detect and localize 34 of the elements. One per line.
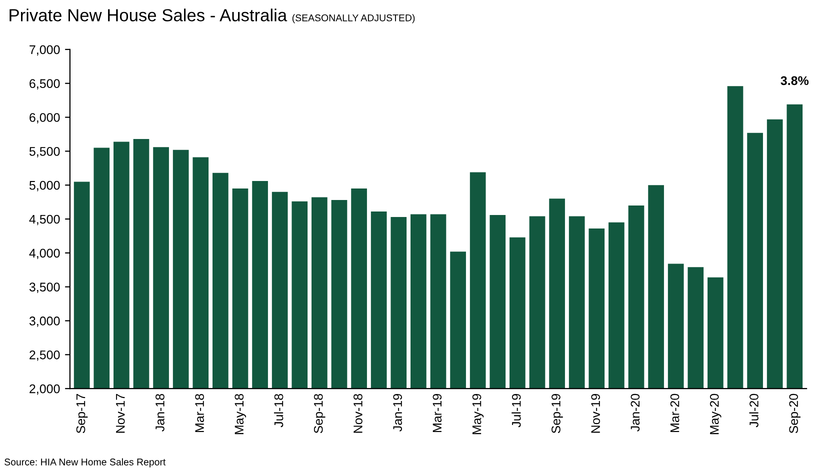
x-tick-label: Jan-19 [393,394,402,432]
x-tick-label: Mar-18 [195,394,204,432]
chart-title: Private New House Sales - Australia [10,8,288,22]
annotation: 3.8% [780,76,809,86]
y-tick-label: 6,500 [30,79,60,90]
source-note: Source: HIA New Home Sales Report [4,458,166,468]
y-tick-label: 4,500 [29,214,60,226]
x-tick-label: Jan-18 [156,394,164,432]
y-tick-label: 5,500 [29,146,60,158]
x-tick-label: Nov-19 [591,394,600,433]
x-tick-label: Jul-19 [512,394,521,428]
x-tick-label: May-20 [710,394,722,434]
x-tick-label: Mar-20 [670,394,680,432]
y-tick-label: 5,000 [29,180,60,192]
y-tick-label: 2,000 [30,384,60,395]
x-tick-label: May-19 [472,394,484,434]
x-tick-label: Sep-20 [789,394,800,434]
x-tick-label: Jan-20 [630,394,640,432]
y-tick-label: 3,000 [29,316,60,327]
x-tick-label: May-18 [234,394,246,434]
x-tick-label: Sep-17 [76,394,88,434]
x-tick-label: Nov-17 [116,394,125,433]
y-tick-label: 2,500 [30,350,60,361]
y-tick-label: 6,000 [30,113,60,124]
x-tick-label: Nov-18 [354,394,362,433]
y-tick-label: 7,000 [30,45,60,56]
x-tick-label: Mar-19 [432,394,442,432]
x-tick-label: Sep-18 [314,394,326,434]
x-tick-label: Sep-19 [552,394,563,434]
x-tick-label: Jul-20 [749,394,758,428]
y-tick-label: 4,000 [29,248,60,260]
y-tick-label: 3,500 [29,282,60,293]
x-tick-label: Jul-18 [274,394,284,428]
chart-subtitle: (SEASONALLY ADJUSTED) [292,14,415,24]
